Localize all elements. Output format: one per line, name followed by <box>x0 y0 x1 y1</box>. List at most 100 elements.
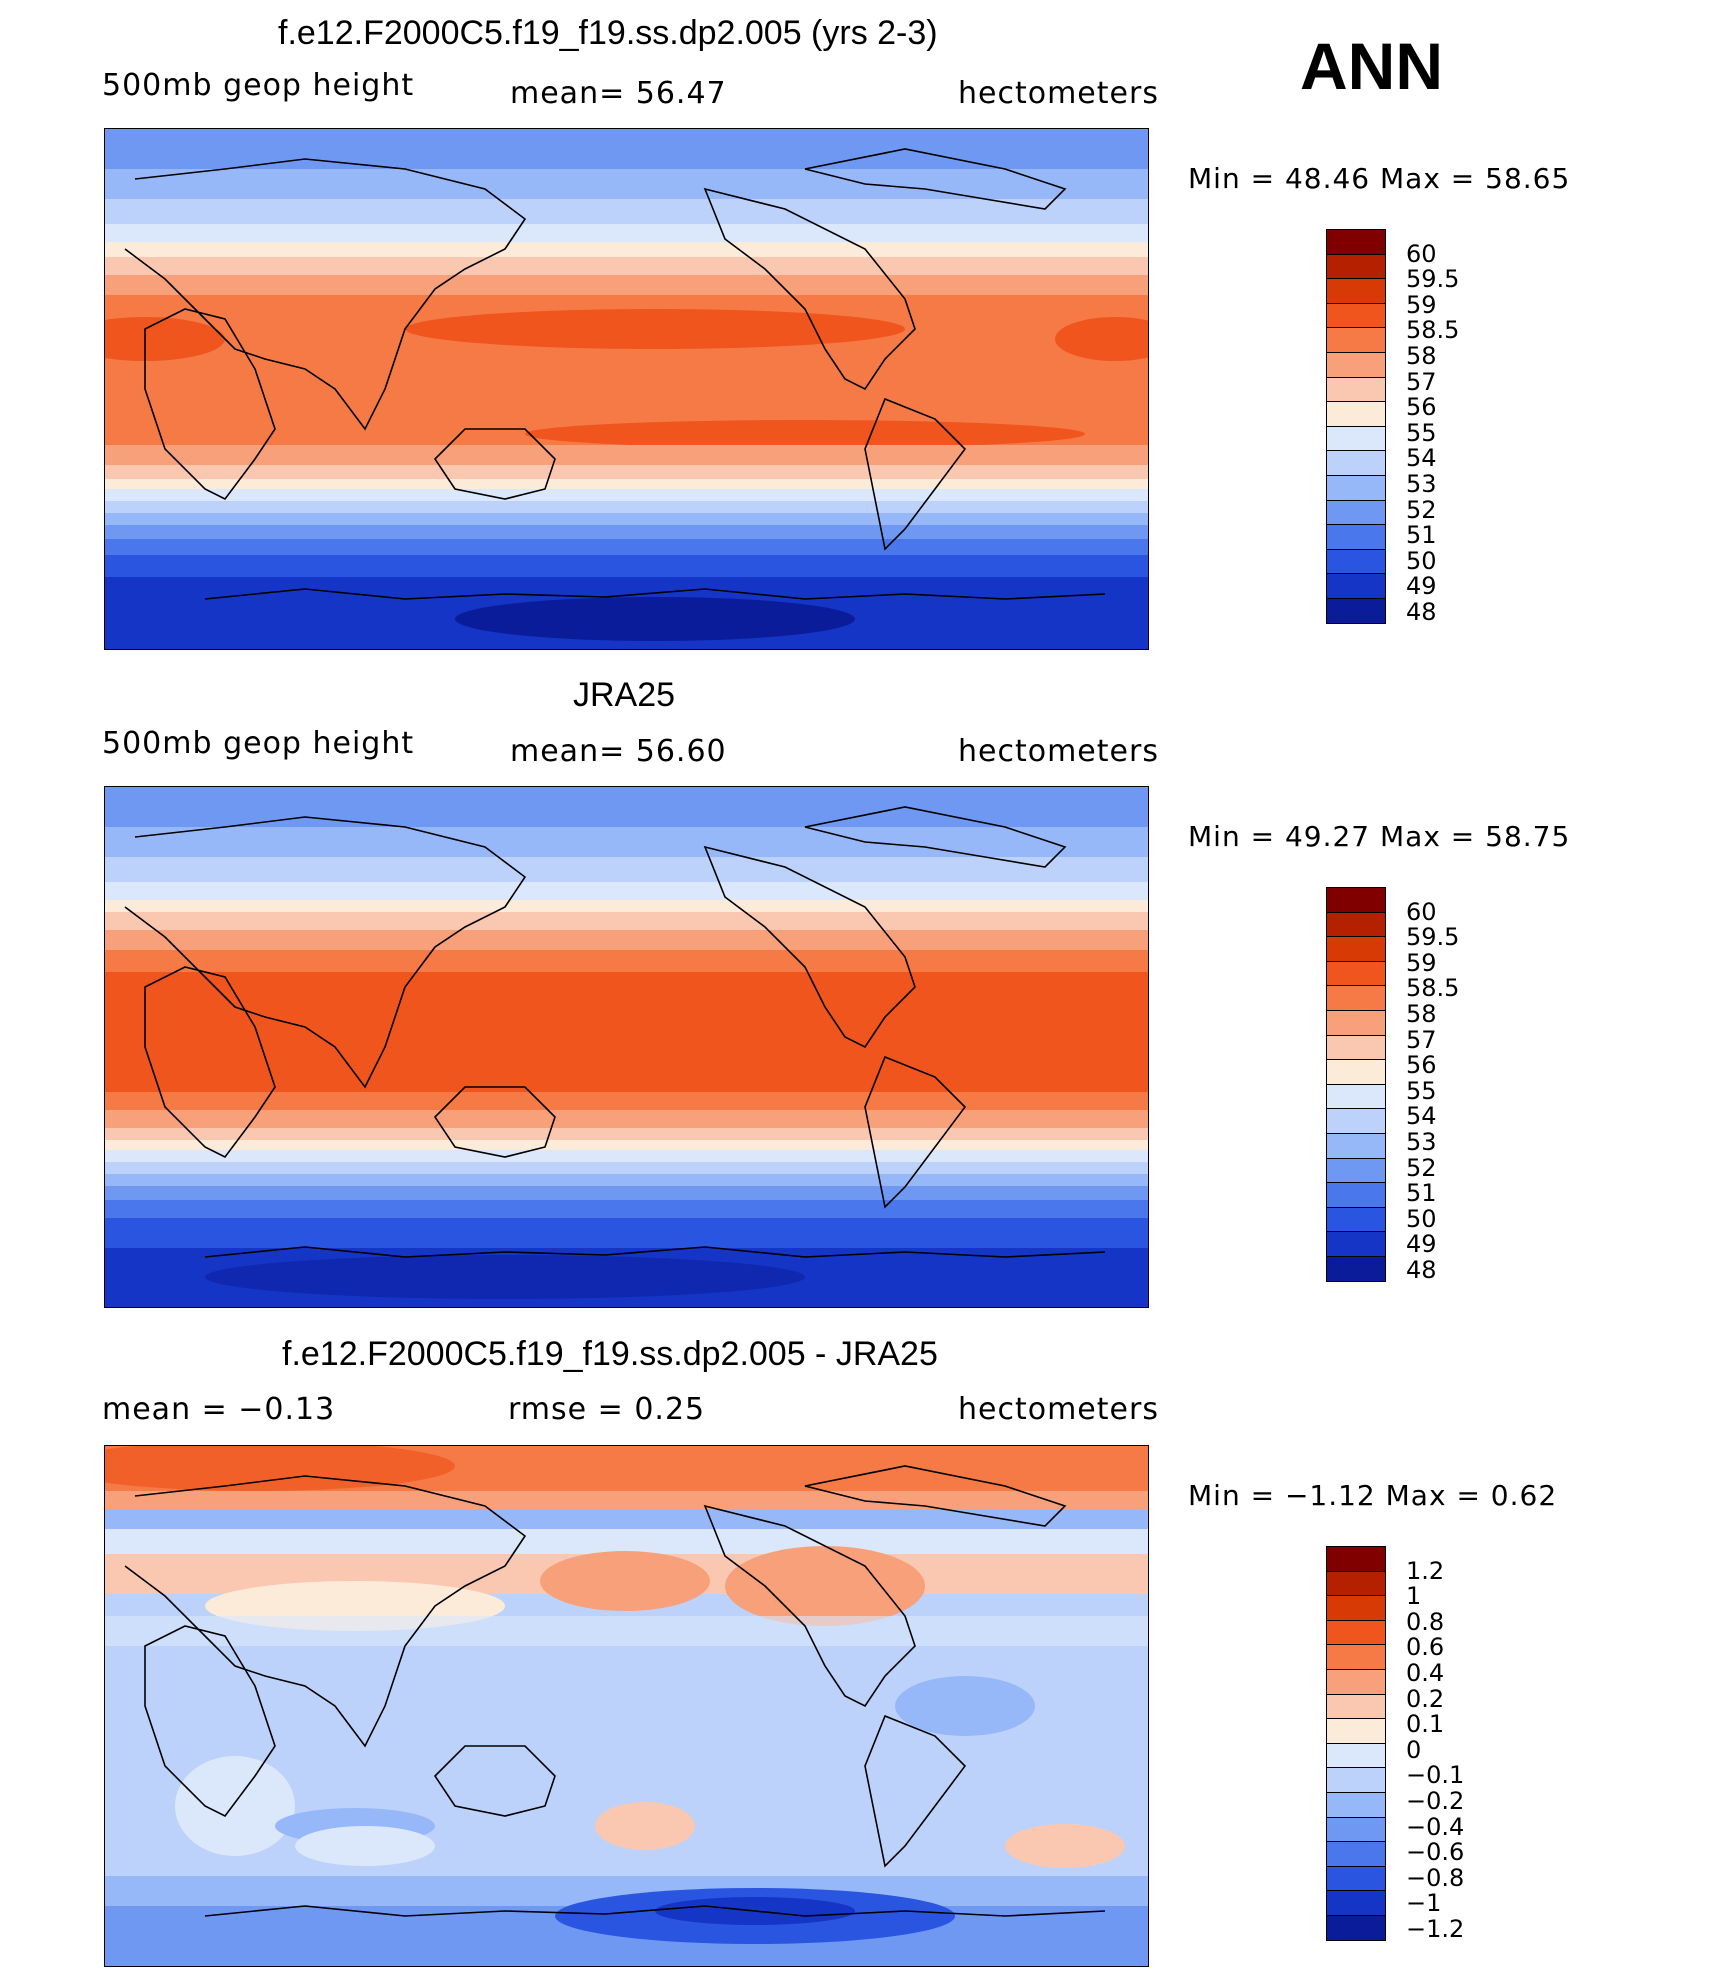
colorbar-swatch <box>1326 425 1386 452</box>
colorbar-tick-label: 60 <box>1406 239 1437 268</box>
colorbar-tick-label: 56 <box>1406 1051 1437 1080</box>
colorbar-swatch <box>1326 1865 1386 1892</box>
colorbar-tick-label: 59 <box>1406 948 1437 977</box>
colorbar-tick-label: 0.4 <box>1406 1659 1445 1687</box>
colorbar-tick-label: 0.1 <box>1406 1710 1445 1739</box>
colorbar-tick-label: 60 <box>1406 897 1437 926</box>
panel2-colorbar: 60 59.5 59 58.5 58 57 56 55 54 53 52 51 50 49 48 <box>1326 887 1459 1284</box>
panel3-title: f.e12.F2000C5.f19_f19.ss.dp2.005 - JRA25 <box>282 1335 938 1373</box>
colorbar-tick-label: 54 <box>1406 444 1437 473</box>
colorbar-tick-label: 55 <box>1406 1076 1437 1105</box>
colorbar-tick-label: 59.5 <box>1406 265 1460 294</box>
colorbar-swatch <box>1326 1157 1386 1184</box>
panel2-variable-label: 500mb geop height <box>102 726 415 761</box>
colorbar-swatch <box>1326 911 1386 938</box>
colorbar-swatch <box>1326 597 1386 624</box>
colorbar-tick-label: 50 <box>1406 1204 1437 1233</box>
colorbar-tick-label: 58.5 <box>1406 974 1460 1003</box>
colorbar-swatch <box>1326 1570 1386 1597</box>
colorbar-tick-label: 0.6 <box>1406 1633 1445 1662</box>
panel1-map <box>104 128 1149 650</box>
colorbar-swatch <box>1326 1059 1386 1085</box>
colorbar-swatch <box>1326 1546 1386 1572</box>
colorbar-swatch <box>1326 1206 1386 1233</box>
colorbar-swatch <box>1326 450 1386 476</box>
panel1-variable-label: 500mb geop height <box>102 68 415 103</box>
panel3-mean-label: mean = −0.13 <box>102 1392 336 1427</box>
panel2-minmax: Min = 49.27 Max = 58.75 <box>1188 820 1571 853</box>
colorbar-swatch <box>1326 1767 1386 1793</box>
colorbar-swatch <box>1326 1791 1386 1818</box>
colorbar-tick-label: 0.8 <box>1406 1607 1445 1636</box>
colorbar-swatch <box>1326 1255 1386 1282</box>
colorbar-tick-label: 49 <box>1406 1230 1437 1259</box>
colorbar-swatch <box>1326 376 1386 403</box>
colorbar-tick-label: 59 <box>1406 290 1437 319</box>
panel2-units-label: hectometers <box>958 734 1159 769</box>
colorbar-swatch <box>1326 1619 1386 1646</box>
colorbar-swatch <box>1326 936 1386 962</box>
panel1-mean-label: mean= 56.47 <box>510 76 727 111</box>
colorbar-swatch <box>1326 1132 1386 1159</box>
panel3-map <box>104 1445 1149 1967</box>
panel2-title: JRA25 <box>573 676 676 714</box>
colorbar-swatch <box>1326 1009 1386 1036</box>
colorbar-swatch <box>1326 1914 1386 1941</box>
colorbar-swatch <box>1326 1231 1386 1257</box>
colorbar-swatch <box>1326 327 1386 353</box>
colorbar-tick-label: 52 <box>1406 495 1437 524</box>
colorbar-tick-label: 0 <box>1406 1735 1422 1764</box>
colorbar-swatch <box>1326 524 1386 550</box>
colorbar-tick-label: 57 <box>1406 1025 1437 1054</box>
colorbar-tick-label: 53 <box>1406 1128 1437 1156</box>
colorbar-tick-label: 0.2 <box>1406 1684 1445 1713</box>
colorbar-swatch <box>1326 1083 1386 1110</box>
colorbar-swatch <box>1326 548 1386 575</box>
colorbar-swatch <box>1326 253 1386 280</box>
colorbar-swatch <box>1326 1718 1386 1744</box>
colorbar-swatch <box>1326 278 1386 304</box>
colorbar-tick-label: 58 <box>1406 342 1437 370</box>
colorbar-tick-label: 50 <box>1406 546 1437 575</box>
colorbar-tick-label: 51 <box>1406 1179 1437 1208</box>
colorbar-swatch <box>1326 1693 1386 1720</box>
colorbar-swatch <box>1326 499 1386 526</box>
panel3-minmax: Min = −1.12 Max = 0.62 <box>1188 1479 1558 1512</box>
panel1-minmax: Min = 48.46 Max = 58.65 <box>1188 162 1571 195</box>
colorbar-swatch <box>1326 1816 1386 1843</box>
colorbar-tick-label: 48 <box>1406 598 1437 626</box>
colorbar-tick-label: −1 <box>1406 1889 1442 1918</box>
colorbar-tick-label: −1.2 <box>1406 1915 1465 1943</box>
colorbar-tick-label: 51 <box>1406 521 1437 550</box>
colorbar-swatch <box>1326 1742 1386 1769</box>
colorbar-swatch <box>1326 1182 1386 1208</box>
panel1-colorbar: 60 59.5 59 58.5 58 57 56 55 54 53 52 51 50 49 48 <box>1326 229 1459 626</box>
colorbar-swatch <box>1326 1595 1386 1621</box>
colorbar-swatch <box>1326 1644 1386 1670</box>
colorbar-swatch <box>1326 1668 1386 1695</box>
colorbar-swatch <box>1326 887 1386 913</box>
colorbar-tick-label: −0.6 <box>1406 1838 1465 1867</box>
colorbar-swatch <box>1326 351 1386 378</box>
panel2-map <box>104 786 1149 1308</box>
colorbar-swatch <box>1326 985 1386 1011</box>
panel3-units-label: hectometers <box>958 1392 1159 1427</box>
colorbar-tick-label: 58 <box>1406 1000 1437 1028</box>
colorbar-tick-label: 59.5 <box>1406 923 1460 952</box>
colorbar-tick-label: 58.5 <box>1406 316 1460 345</box>
colorbar-swatch <box>1326 1841 1386 1867</box>
colorbar-swatch <box>1326 1108 1386 1134</box>
colorbar-swatch <box>1326 401 1386 427</box>
colorbar-tick-label: 54 <box>1406 1102 1437 1131</box>
colorbar-swatch <box>1326 474 1386 501</box>
colorbar-tick-label: 52 <box>1406 1153 1437 1182</box>
panel3-rmse-label: rmse = 0.25 <box>508 1392 706 1427</box>
colorbar-tick-label: 56 <box>1406 393 1437 422</box>
colorbar-tick-label: 53 <box>1406 470 1437 498</box>
colorbar-swatch <box>1326 1034 1386 1061</box>
colorbar-tick-label: 57 <box>1406 367 1437 396</box>
colorbar-tick-label: −0.1 <box>1406 1761 1465 1790</box>
panel2-mean-label: mean= 56.60 <box>510 734 727 769</box>
colorbar-swatch <box>1326 1890 1386 1916</box>
colorbar-swatch <box>1326 229 1386 255</box>
